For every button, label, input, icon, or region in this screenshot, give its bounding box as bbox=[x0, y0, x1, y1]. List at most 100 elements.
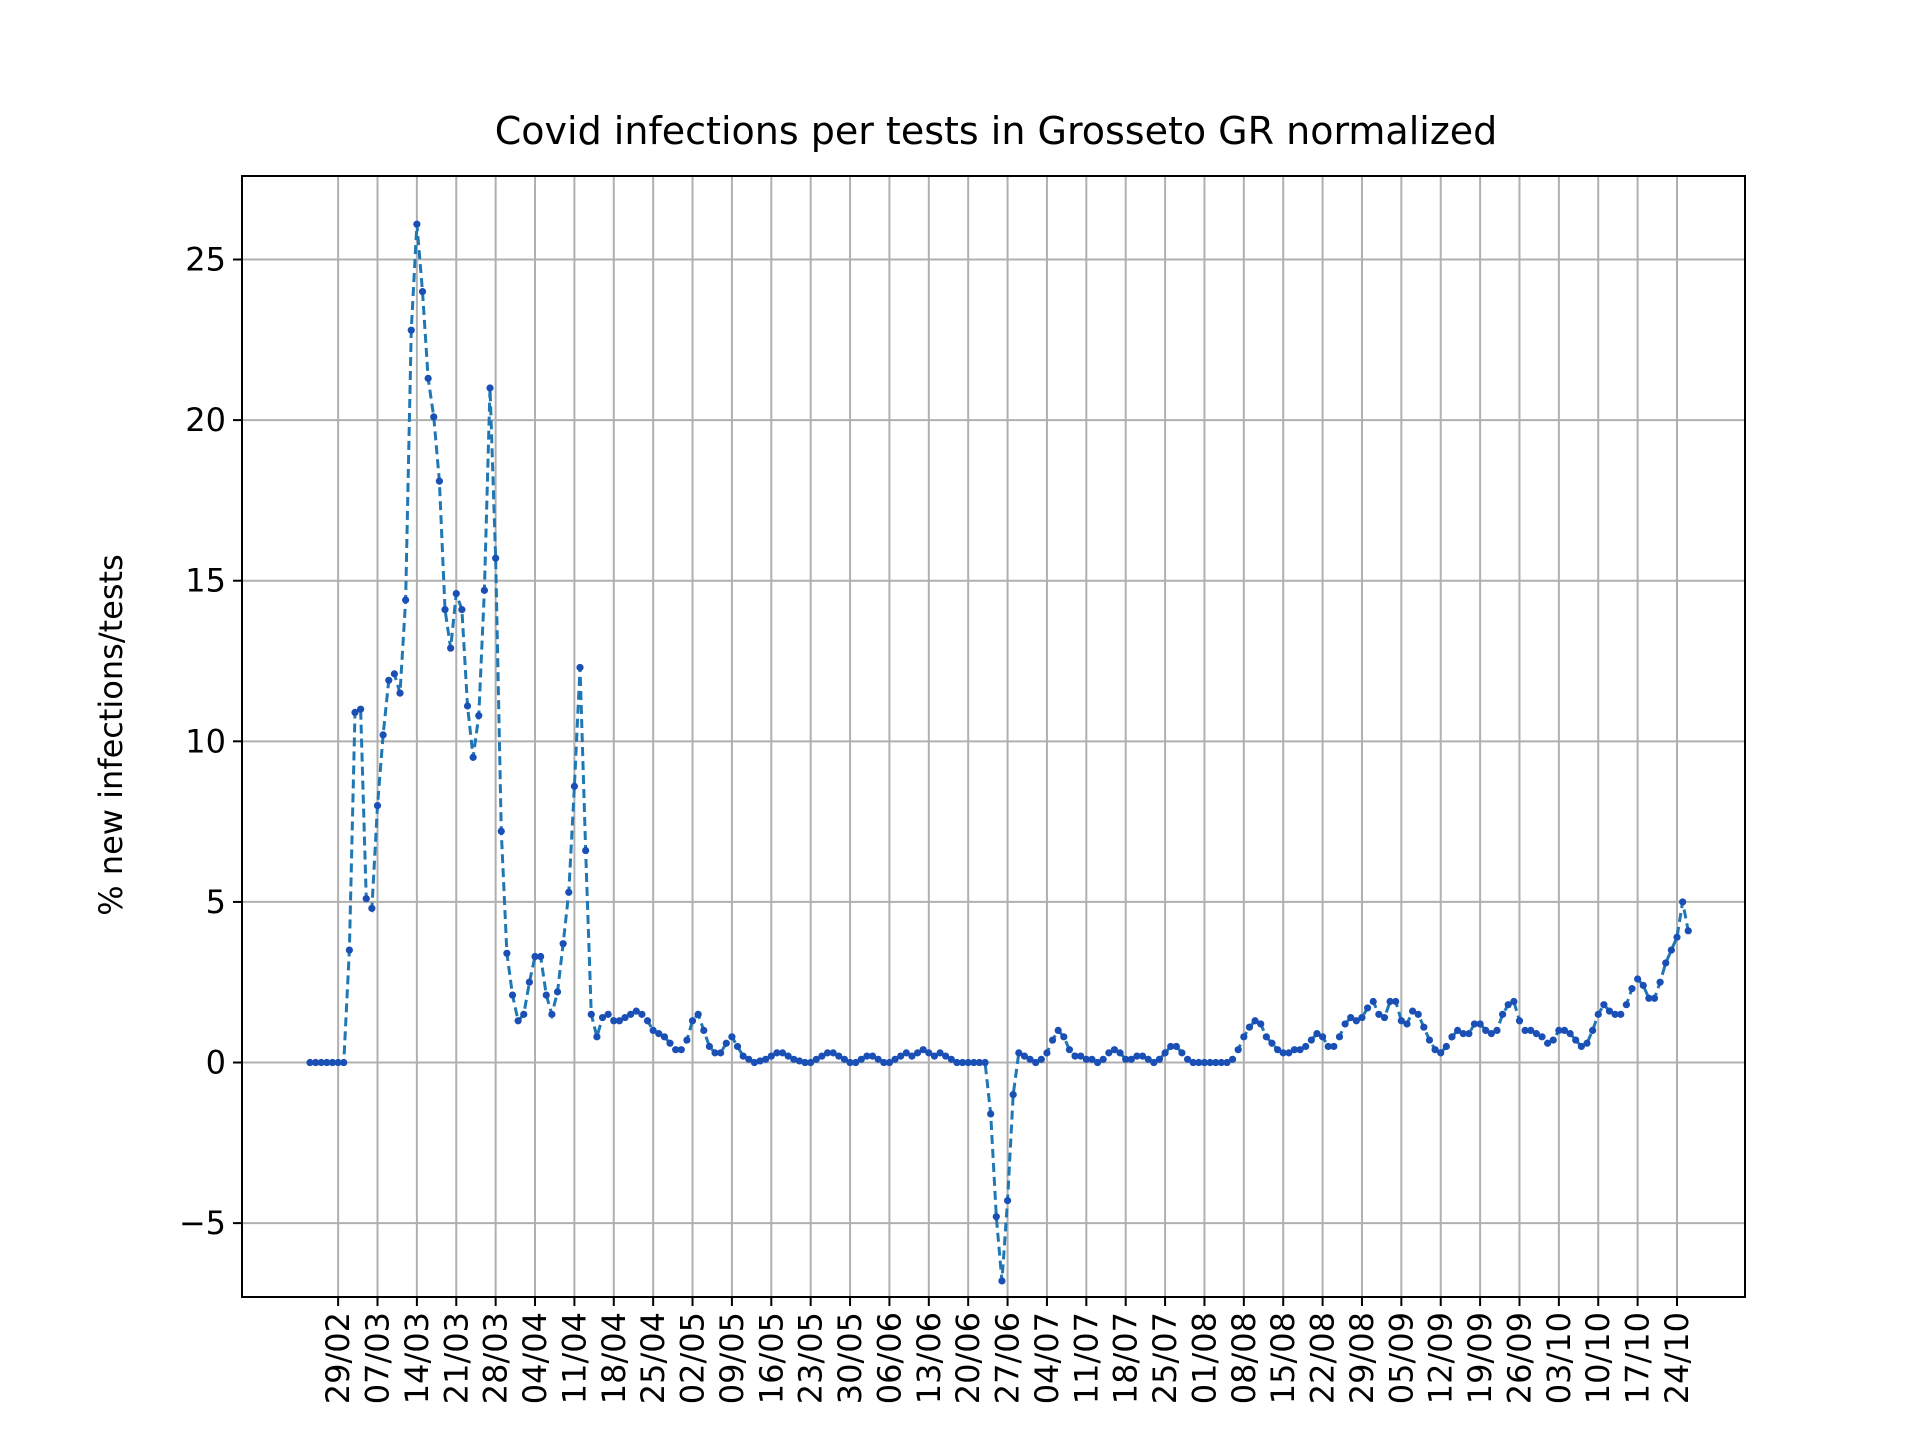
data-point bbox=[1043, 1049, 1051, 1057]
data-point bbox=[1600, 1001, 1608, 1009]
data-point bbox=[413, 220, 421, 228]
data-point bbox=[908, 1052, 916, 1060]
y-axis-label: % new infections/tests bbox=[92, 554, 130, 915]
data-point bbox=[1476, 1020, 1484, 1028]
data-point bbox=[576, 663, 584, 672]
x-tick-label: 27/06 bbox=[989, 1312, 1027, 1404]
data-point bbox=[492, 554, 500, 562]
data-point bbox=[334, 1058, 342, 1067]
data-point bbox=[958, 1058, 967, 1067]
data-point bbox=[1549, 1036, 1557, 1044]
data-point bbox=[1167, 1042, 1175, 1051]
data-point bbox=[345, 946, 353, 954]
data-point bbox=[1302, 1042, 1310, 1051]
data-point bbox=[992, 1213, 1000, 1221]
data-point bbox=[1364, 1004, 1372, 1012]
data-point bbox=[739, 1052, 747, 1060]
data-point bbox=[1341, 1020, 1349, 1028]
data-point bbox=[1487, 1030, 1495, 1038]
data-point bbox=[700, 1026, 708, 1034]
data-point bbox=[953, 1058, 961, 1067]
x-tick-label: 25/07 bbox=[1146, 1312, 1184, 1404]
data-point bbox=[717, 1049, 725, 1057]
data-point bbox=[1212, 1058, 1220, 1067]
data-point bbox=[987, 1110, 995, 1118]
y-tick-label: 25 bbox=[185, 241, 226, 279]
data-point bbox=[1560, 1026, 1569, 1034]
data-point bbox=[593, 1033, 601, 1041]
data-point bbox=[1409, 1007, 1417, 1015]
data-point bbox=[812, 1055, 820, 1063]
data-point bbox=[829, 1049, 837, 1057]
data-point bbox=[1234, 1046, 1242, 1054]
data-point bbox=[762, 1055, 770, 1063]
y-axis: −5 0 5 10 15 20 25 bbox=[179, 241, 242, 1242]
x-tick-label: 29/02 bbox=[319, 1312, 357, 1404]
data-point bbox=[1082, 1055, 1090, 1063]
data-point bbox=[390, 670, 398, 678]
data-point bbox=[852, 1058, 860, 1067]
data-point bbox=[323, 1058, 331, 1067]
data-point bbox=[1307, 1036, 1315, 1044]
y-tick-label: 0 bbox=[206, 1044, 226, 1082]
data-point bbox=[1189, 1058, 1197, 1067]
x-tick-label: 03/10 bbox=[1540, 1312, 1578, 1404]
data-point bbox=[1009, 1091, 1017, 1099]
x-tick-label: 02/05 bbox=[674, 1312, 712, 1404]
data-point bbox=[1684, 927, 1692, 935]
data-point bbox=[1088, 1055, 1096, 1063]
data-point bbox=[503, 949, 511, 957]
data-point bbox=[1544, 1039, 1552, 1047]
data-point bbox=[846, 1058, 854, 1067]
data-point bbox=[1324, 1042, 1332, 1051]
data-point bbox=[1206, 1058, 1214, 1067]
data-point bbox=[1093, 1058, 1102, 1067]
x-tick-label: 05/09 bbox=[1382, 1312, 1420, 1404]
data-point bbox=[942, 1052, 950, 1060]
data-point bbox=[598, 1013, 607, 1022]
x-tick-label: 10/10 bbox=[1579, 1312, 1617, 1404]
x-tick-label: 28/03 bbox=[477, 1312, 515, 1404]
data-point bbox=[514, 1017, 522, 1025]
y-tick-label: 10 bbox=[185, 722, 226, 760]
data-point bbox=[1656, 978, 1664, 986]
data-point bbox=[666, 1039, 674, 1047]
data-point bbox=[469, 753, 477, 761]
data-point bbox=[385, 676, 393, 684]
data-point bbox=[1650, 994, 1659, 1002]
data-point bbox=[649, 1026, 657, 1034]
data-point bbox=[1679, 898, 1687, 906]
data-point bbox=[1178, 1049, 1186, 1057]
data-point bbox=[553, 988, 562, 996]
x-tick-label: 18/04 bbox=[595, 1312, 633, 1404]
x-tick-label: 24/10 bbox=[1658, 1312, 1696, 1404]
data-point bbox=[480, 586, 488, 594]
data-point bbox=[1144, 1055, 1152, 1063]
x-tick-label: 19/09 bbox=[1461, 1312, 1499, 1404]
data-point bbox=[1386, 997, 1394, 1006]
data-point bbox=[1077, 1052, 1085, 1060]
x-tick-label: 12/09 bbox=[1422, 1312, 1460, 1404]
x-tick-label: 25/04 bbox=[634, 1312, 672, 1404]
data-point bbox=[733, 1042, 742, 1051]
data-point bbox=[565, 888, 573, 896]
data-point bbox=[1060, 1033, 1068, 1041]
x-tick-label: 18/07 bbox=[1107, 1312, 1145, 1404]
x-tick-label: 07/03 bbox=[359, 1312, 397, 1404]
data-point bbox=[897, 1052, 905, 1060]
data-point bbox=[1116, 1049, 1124, 1057]
data-point bbox=[672, 1046, 680, 1054]
data-point bbox=[1442, 1042, 1450, 1051]
x-tick-label: 26/09 bbox=[1500, 1312, 1538, 1404]
data-point bbox=[722, 1039, 730, 1047]
x-tick-label: 09/05 bbox=[713, 1312, 751, 1404]
data-point bbox=[452, 589, 460, 598]
data-point bbox=[1026, 1055, 1034, 1063]
chart-title: Covid infections per tests in Grosseto G… bbox=[495, 109, 1498, 153]
data-point bbox=[1245, 1023, 1254, 1031]
data-point bbox=[919, 1046, 927, 1054]
data-point bbox=[1065, 1046, 1074, 1054]
data-point bbox=[902, 1049, 910, 1057]
data-point bbox=[441, 606, 449, 614]
data-point bbox=[1223, 1058, 1231, 1067]
